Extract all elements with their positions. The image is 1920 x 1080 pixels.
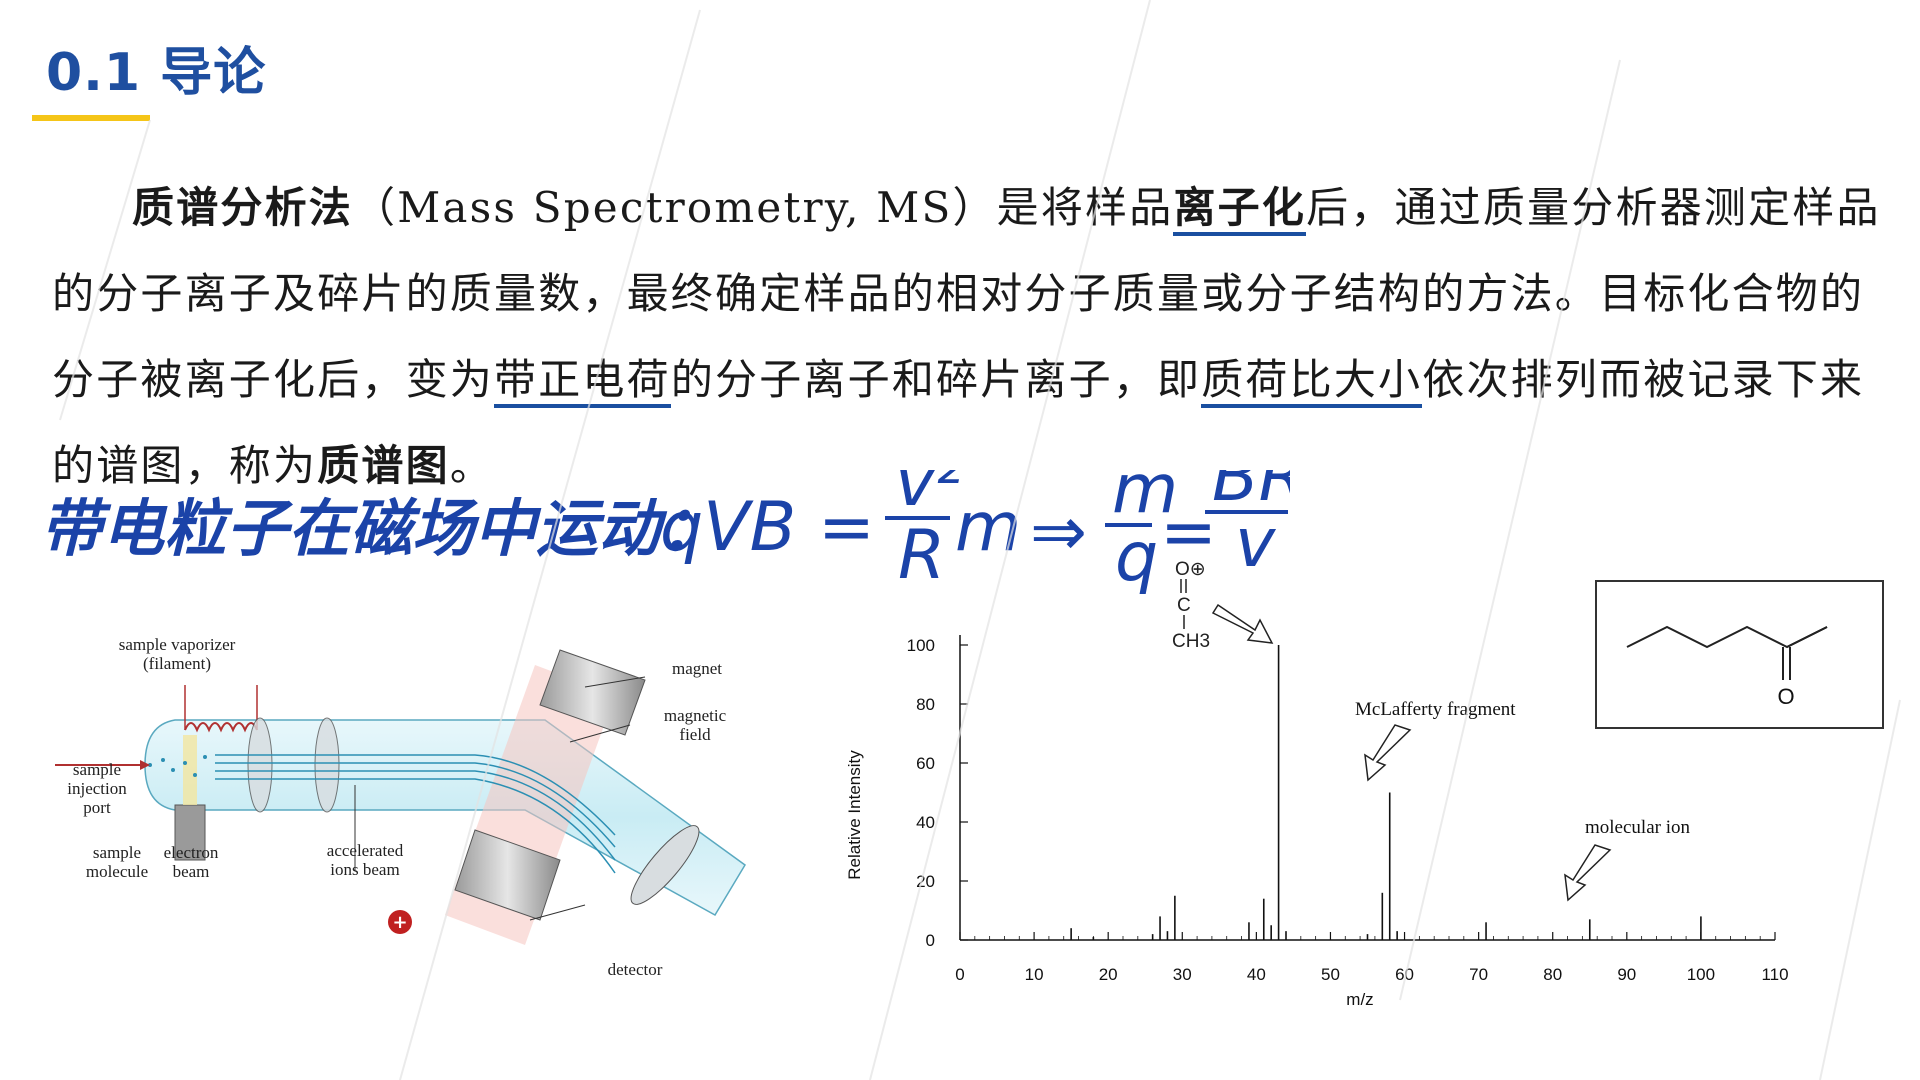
x-tick-label: 20 (1099, 965, 1118, 984)
frac1-numerator: v² (895, 470, 963, 522)
chart-axes: 0 10 20 30 40 50 60 70 80 90 100 110 0 20 40 60 80 100 (907, 635, 1789, 984)
para-part3: 的分子离子和碎片离子，即 (670, 355, 1202, 404)
x-axis-label: m/z (1346, 990, 1373, 1009)
y-tick-label: 20 (916, 872, 935, 891)
positive-sign: + (392, 912, 407, 933)
fragment-c-label: C (1177, 595, 1191, 616)
x-tick-label: 0 (955, 965, 964, 984)
label-port-1: sample (73, 760, 121, 779)
x-tick-label: 40 (1247, 965, 1266, 984)
electron-gun (174, 804, 206, 861)
x-tick-label: 50 (1321, 965, 1340, 984)
page-title: 0.1 导论 (46, 43, 267, 103)
label-port-2: injection (67, 779, 127, 798)
label-molecule-1: sample (93, 843, 141, 862)
term-mass-spectrometry: 质谱分析法 (132, 183, 354, 232)
x-tick-label: 110 (1761, 965, 1788, 984)
fragment-arrow (1211, 603, 1274, 644)
label-electron-2: beam (173, 862, 210, 881)
filament-coil (184, 722, 258, 733)
y-tick-label: 100 (907, 636, 935, 655)
accelerator-plate-2 (314, 717, 340, 813)
molecular-ion-label: molecular ion (1585, 817, 1690, 838)
fragment-ch3-label: CH3 (1172, 631, 1210, 652)
label-electron-1: electron (164, 843, 219, 862)
y-tick-label: 60 (916, 754, 935, 773)
title-underline (32, 115, 150, 121)
accelerator-plate-1 (247, 717, 273, 813)
term-ionization: 离子化 (1173, 183, 1307, 236)
fragment-o-label: O⊕ (1175, 559, 1206, 580)
mass-spectrometer-diagram: - + sample vaporizer (filament) magnet m… (55, 635, 746, 979)
label-accelerated-2: ions beam (330, 860, 399, 879)
label-accelerated-1: accelerated (327, 841, 404, 860)
molecular-ion-arrow (1564, 844, 1612, 902)
para-part1: （Mass Spectrometry, MS）是将样品 (353, 183, 1174, 232)
label-magnetic-field-2: field (679, 725, 711, 744)
x-tick-label: 90 (1617, 965, 1636, 984)
handwritten-equals: = (1160, 493, 1217, 572)
y-tick-label: 80 (916, 695, 935, 714)
label-detector: detector (608, 960, 663, 979)
oxygen-label: O (1777, 684, 1794, 709)
label-filament: (filament) (143, 654, 211, 673)
handwritten-text: 带电粒子在磁场中运动： (40, 492, 722, 565)
frac3-numerator: BR (1212, 470, 1290, 517)
label-magnet: magnet (672, 659, 722, 678)
x-tick-label: 100 (1687, 965, 1715, 984)
y-axis-label: Relative Intensity (845, 750, 864, 880)
label-molecule-2: molecule (86, 862, 148, 881)
term-positive-charge: 带正电荷 (494, 355, 671, 408)
x-tick-label: 80 (1543, 965, 1562, 984)
label-vaporizer: sample vaporizer (119, 635, 236, 654)
mclafferty-label: McLafferty fragment (1355, 699, 1516, 720)
x-tick-label: 10 (1025, 965, 1044, 984)
x-tick-label: 60 (1395, 965, 1414, 984)
label-port-3: port (83, 798, 111, 817)
hexanone-structure: O (1626, 625, 1828, 709)
frac3-denominator: v (1235, 504, 1277, 583)
term-mass-charge-ratio: 质荷比大小 (1201, 355, 1423, 408)
mclafferty-arrow (1364, 724, 1412, 782)
y-tick-label: 40 (916, 813, 935, 832)
y-tick-label: 0 (926, 931, 935, 950)
mass-spectrum-chart: O⊕ C CH3 0 10 20 30 40 50 60 70 80 90 100 110 0 20 40 6… (845, 559, 1789, 1009)
label-magnetic-field-1: magnetic (664, 706, 727, 725)
chart-peaks (1070, 645, 1702, 940)
x-tick-label: 30 (1173, 965, 1192, 984)
acylium-fragment: O⊕ C CH3 (1172, 559, 1274, 652)
electron-beam (183, 735, 197, 805)
x-tick-label: 70 (1469, 965, 1488, 984)
intro-paragraph: 质谱分析法（Mass Spectrometry, MS）是将样品离子化后，通过质… (52, 165, 1882, 509)
